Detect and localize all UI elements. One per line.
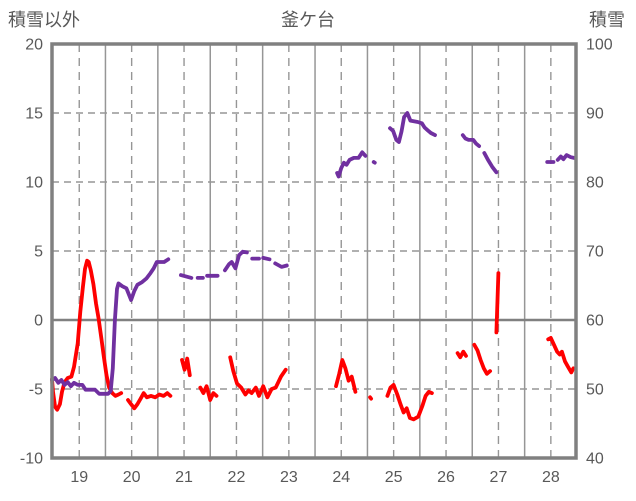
x-tick-label: 20 bbox=[123, 469, 141, 486]
y-left-tick-label: 20 bbox=[25, 37, 43, 54]
gridlines-group bbox=[52, 44, 576, 458]
x-tick-label: 27 bbox=[490, 469, 508, 486]
y-left-tick-label: -10 bbox=[20, 451, 43, 468]
y-right-tick-label: 80 bbox=[586, 175, 604, 192]
x-tick-label: 28 bbox=[542, 469, 560, 486]
y-right-tick-label: 100 bbox=[586, 37, 613, 54]
x-tick-label: 22 bbox=[228, 469, 246, 486]
y-left-tick-label: -5 bbox=[29, 382, 43, 399]
y-left-tick-label: 10 bbox=[25, 175, 43, 192]
chart-title: 釜ケ台 bbox=[281, 10, 335, 30]
x-tick-label: 23 bbox=[280, 469, 298, 486]
x-tick-label: 19 bbox=[70, 469, 88, 486]
y-right-tick-label: 50 bbox=[586, 382, 604, 399]
y-right-tick-label: 60 bbox=[586, 313, 604, 330]
y-left-tick-label: 5 bbox=[34, 244, 43, 261]
plot-border bbox=[50, 42, 578, 460]
y-right-tick-label: 90 bbox=[586, 106, 604, 123]
series-group bbox=[50, 111, 576, 422]
y-right-tick-label: 70 bbox=[586, 244, 604, 261]
series-line-left bbox=[50, 258, 576, 422]
x-tick-label: 21 bbox=[175, 469, 193, 486]
left-axis-title: 積雪以外 bbox=[8, 10, 80, 30]
series-line-right bbox=[50, 111, 576, 396]
x-tick-label: 24 bbox=[332, 469, 350, 486]
x-tick-label: 26 bbox=[437, 469, 455, 486]
right-axis-title: 積雪 bbox=[589, 10, 625, 30]
y-left-tick-label: 15 bbox=[25, 106, 43, 123]
y-left-tick-label: 0 bbox=[34, 313, 43, 330]
plot-border-group bbox=[50, 42, 578, 460]
x-tick-label: 25 bbox=[385, 469, 403, 486]
y-right-tick-label: 40 bbox=[586, 451, 604, 468]
